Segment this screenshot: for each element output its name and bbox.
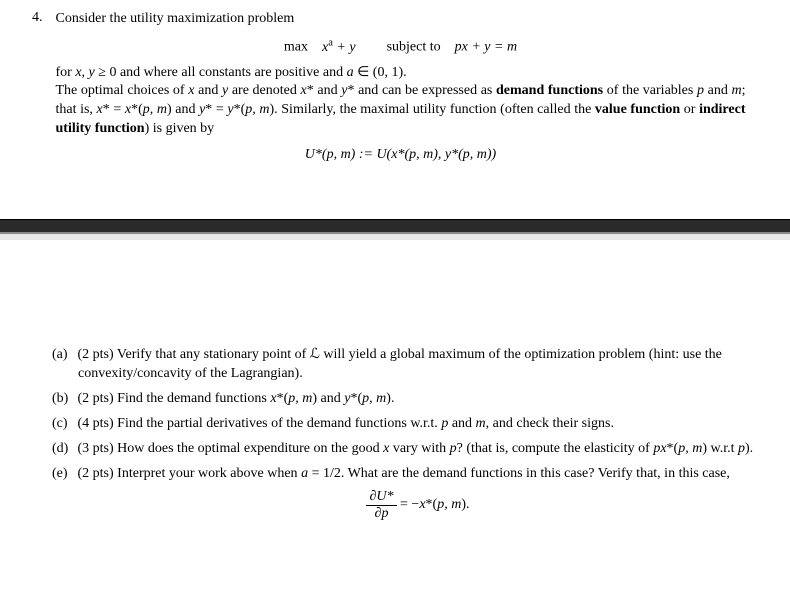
- objective-expr: xa + y: [322, 40, 356, 55]
- part-points: (2 pts): [78, 347, 114, 362]
- part-label: (b): [52, 390, 74, 409]
- part-label: (c): [52, 415, 74, 434]
- part-text: Interpret your work above when a = 1/2. …: [117, 466, 730, 481]
- part-d: (d) (3 pts) How does the optimal expendi…: [52, 440, 758, 459]
- subparts-block: (a) (2 pts) Verify that any stationary p…: [0, 330, 790, 549]
- part-points: (4 pts): [78, 416, 114, 431]
- page-divider-dark: [0, 219, 790, 234]
- part-text: Find the partial derivatives of the dema…: [117, 416, 614, 431]
- problem-number: 4.: [32, 10, 52, 26]
- part-e: (e) (2 pts) Interpret your work above wh…: [52, 465, 758, 522]
- part-points: (3 pts): [78, 441, 114, 456]
- part-a: (a) (2 pts) Verify that any stationary p…: [52, 346, 758, 384]
- max-label: max: [284, 40, 308, 55]
- final-equation: ∂U* ∂p = −x*(p, m).: [78, 489, 758, 521]
- intro-line: Consider the utility maximization proble…: [56, 11, 295, 26]
- part-text: Find the demand functions x*(p, m) and y…: [117, 391, 394, 406]
- part-points: (2 pts): [78, 466, 114, 481]
- problem-header-block: 4. Consider the utility maximization pro…: [0, 0, 790, 191]
- part-label: (d): [52, 440, 74, 459]
- part-label: (a): [52, 346, 74, 365]
- blank-space: [0, 191, 790, 219]
- gap: [0, 240, 790, 330]
- value-function-eq: U*(p, m) := U(x*(p, m), y*(p, m)): [56, 147, 746, 163]
- subparts-list: (a) (2 pts) Verify that any stationary p…: [52, 346, 758, 521]
- fraction: ∂U* ∂p: [366, 489, 396, 521]
- part-b: (b) (2 pts) Find the demand functions x*…: [52, 390, 758, 409]
- subject-to: subject to: [387, 40, 441, 55]
- frac-denominator: ∂p: [366, 506, 396, 521]
- final-eq-rhs: = −x*(p, m).: [400, 498, 469, 513]
- frac-numerator: ∂U*: [366, 489, 396, 505]
- problem-body: Consider the utility maximization proble…: [56, 10, 746, 171]
- part-label: (e): [52, 465, 74, 484]
- objective-equation: max xa + y subject to px + y = m: [56, 37, 746, 56]
- part-text: Verify that any stationary point of ℒ wi…: [78, 347, 722, 381]
- intro-paragraph: for x, y ≥ 0 and where all constants are…: [56, 64, 746, 140]
- part-points: (2 pts): [78, 391, 114, 406]
- constraint: px + y = m: [455, 40, 517, 55]
- part-c: (c) (4 pts) Find the partial derivatives…: [52, 415, 758, 434]
- part-text: How does the optimal expenditure on the …: [117, 441, 753, 456]
